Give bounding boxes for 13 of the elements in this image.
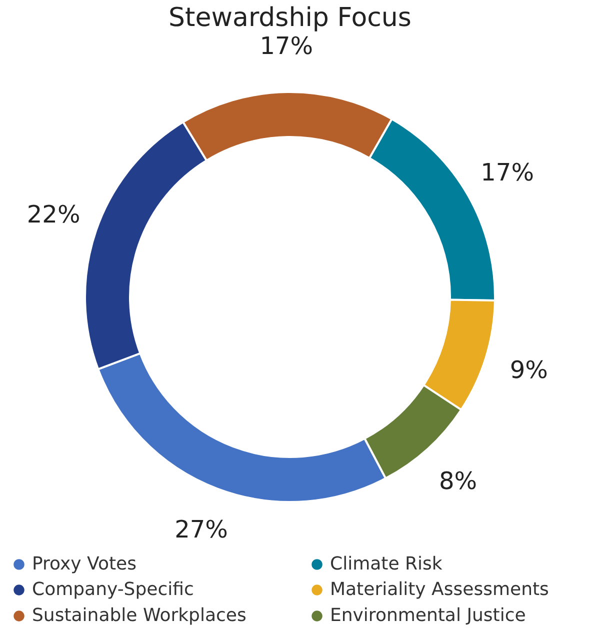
data-label: 17% bbox=[480, 158, 534, 186]
legend-label: Proxy Votes bbox=[32, 553, 136, 574]
legend-label: Materiality Assessments bbox=[330, 579, 549, 600]
data-label: 17% bbox=[260, 32, 314, 60]
chart-title: Stewardship Focus bbox=[168, 3, 412, 34]
legend-label: Sustainable Workplaces bbox=[32, 605, 246, 626]
legend-label: Climate Risk bbox=[330, 553, 443, 574]
data-label: 27% bbox=[174, 516, 228, 544]
legend-label: Environmental Justice bbox=[330, 605, 526, 626]
data-label: 22% bbox=[26, 200, 80, 229]
data-label: 9% bbox=[510, 356, 548, 384]
data-label: 8% bbox=[438, 467, 478, 496]
legend-label: Company-Specific bbox=[32, 579, 194, 600]
